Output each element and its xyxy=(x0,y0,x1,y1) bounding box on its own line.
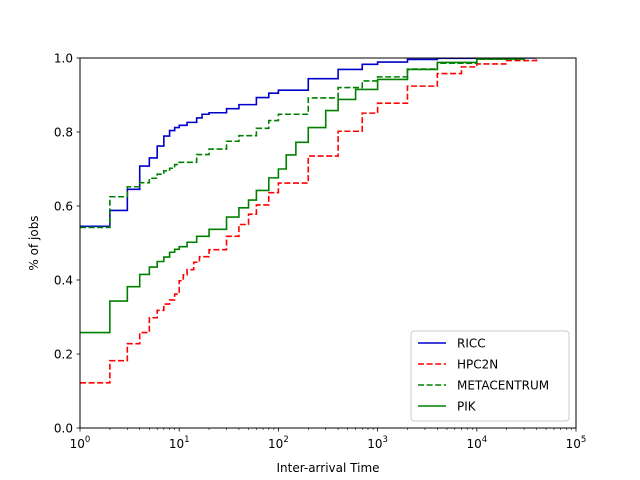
series-line-hpc2n xyxy=(80,58,538,384)
legend-label-hpc2n: HPC2N xyxy=(457,357,498,371)
y-axis-title: % of jobs xyxy=(27,215,41,270)
series-line-ricc xyxy=(80,58,537,228)
plot-frame xyxy=(79,57,577,429)
y-tick-label: 0.6 xyxy=(54,199,73,213)
series-line-pik xyxy=(80,58,525,334)
series-layer xyxy=(80,58,538,384)
y-axis: 0.0 0.2 0.4 0.6 0.8 1.0 xyxy=(54,51,80,435)
legend-label-ricc: RICC xyxy=(457,336,486,350)
y-tick-label: 1.0 xyxy=(54,51,73,65)
y-tick-label: 0.2 xyxy=(54,347,73,361)
legend-frame xyxy=(410,330,570,422)
x-axis-title: Inter-arrival Time xyxy=(276,461,379,475)
y-tick-label: 0.8 xyxy=(54,125,73,139)
legend-label-metacentrum: METACENTRUM xyxy=(457,378,549,392)
y-tick-label: 0.0 xyxy=(54,421,73,435)
legend: RICC HPC2N METACENTRUM PIK xyxy=(410,330,570,422)
y-tick-label: 0.4 xyxy=(54,273,73,287)
legend-label-pik: PIK xyxy=(457,399,477,413)
series-line-metacentrum xyxy=(80,58,525,229)
